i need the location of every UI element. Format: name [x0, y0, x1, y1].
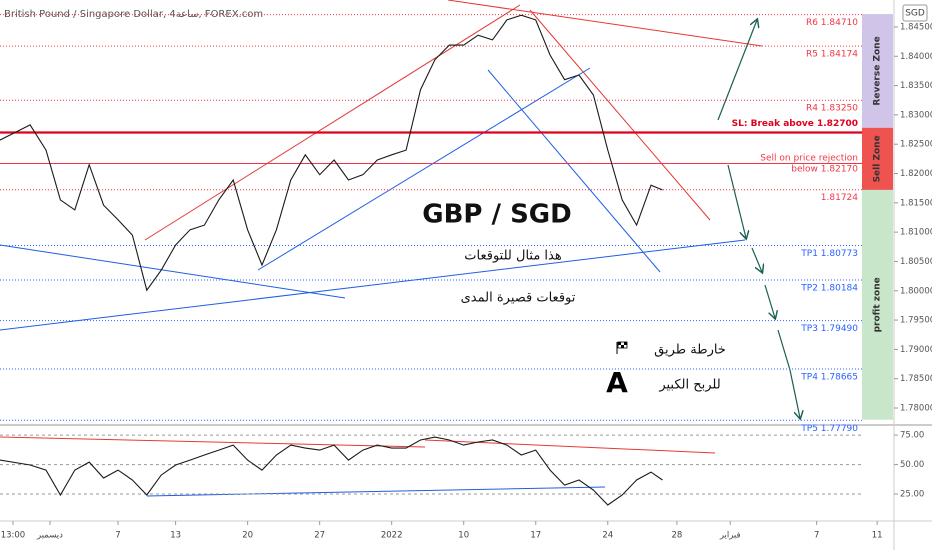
y-tick-label: 1.79000 — [900, 345, 932, 355]
y-tick-label: 1.78000 — [900, 404, 932, 414]
y-tick-label: 1.80000 — [900, 286, 932, 296]
x-tick-label: 2022 — [381, 531, 403, 541]
zone-label: Reverse Zone — [873, 36, 883, 105]
x-tick-label: 7 — [115, 531, 120, 541]
y-tick-label: 1.83000 — [900, 110, 932, 120]
x-tick-label: 27 — [314, 531, 325, 541]
level-label: R6 1.84710 — [806, 18, 858, 28]
level-label: TP5 1.77790 — [800, 424, 858, 434]
x-tick-label: 17 — [530, 531, 541, 541]
x-tick-label: 11 — [872, 531, 883, 541]
level-label: below 1.82170 — [791, 165, 858, 175]
level-label: TP3 1.79490 — [800, 324, 858, 334]
x-tick-label: ديسمبر — [36, 531, 63, 541]
y-tick-label: 1.81500 — [900, 198, 932, 208]
y-tick-label: 1.79500 — [900, 316, 932, 326]
y-tick-label: 1.82000 — [900, 169, 932, 179]
zone — [862, 189, 893, 420]
x-tick-label: 24 — [602, 531, 613, 541]
logo: A — [606, 366, 628, 399]
trendlines — [0, 0, 763, 497]
y-tick-label: 50.00 — [900, 460, 924, 470]
currency: SGD — [905, 9, 925, 19]
zone — [862, 14, 893, 128]
x-tick-label: 10 — [458, 531, 469, 541]
x-tick-label: 13 — [170, 531, 181, 541]
y-tick-label: 1.83500 — [900, 81, 932, 91]
zone — [862, 127, 893, 190]
y-tick-label: 1.80500 — [900, 257, 932, 267]
level-label: TP4 1.78665 — [800, 373, 858, 383]
level-label: 1.81724 — [821, 193, 858, 203]
zone-label: profit zone — [873, 277, 883, 332]
x-tick-label: 13:00 — [1, 531, 26, 541]
note: هذا مثال للتوقعات — [464, 249, 562, 264]
chart-title: British Pound / Singapore Dollar, 4ساعة,… — [4, 9, 263, 20]
x-tick-label: 7 — [814, 531, 819, 541]
level-label: TP1 1.80773 — [800, 249, 858, 259]
flag-icon — [616, 341, 628, 354]
level-label: R4 1.83250 — [806, 104, 858, 114]
y-tick-label: 1.81000 — [900, 228, 932, 238]
x-tick-label: 28 — [672, 531, 683, 541]
y-tick-label: 1.82500 — [900, 140, 932, 150]
x-tick-label: 20 — [242, 531, 253, 541]
y-tick-label: 1.78500 — [900, 374, 932, 384]
level-label: SL: Break above 1.82700 — [732, 119, 858, 129]
level-label: TP2 1.80184 — [800, 283, 858, 293]
price-line — [0, 436, 663, 506]
profit-text: للربح الكبير — [658, 378, 720, 393]
roadmap-text: خارطة طريق — [654, 343, 726, 358]
price-line — [0, 14, 663, 292]
y-tick-label: 1.84000 — [900, 52, 932, 62]
arrows — [717, 20, 800, 418]
y-tick-label: 75.00 — [900, 431, 924, 441]
y-tick-label: 1.84500 — [900, 22, 932, 32]
pair-label: GBP / SGD — [422, 200, 571, 230]
zone-label: Sell Zone — [873, 135, 883, 182]
note: توقعات قصيرة المدى — [461, 291, 576, 306]
x-tick-label: فبراير — [719, 531, 741, 541]
zones — [862, 14, 893, 420]
level-label: Sell on price rejection — [760, 154, 858, 164]
y-tick-label: 25.00 — [900, 490, 924, 500]
level-label: R5 1.84174 — [806, 50, 858, 60]
currency-box — [902, 4, 928, 22]
